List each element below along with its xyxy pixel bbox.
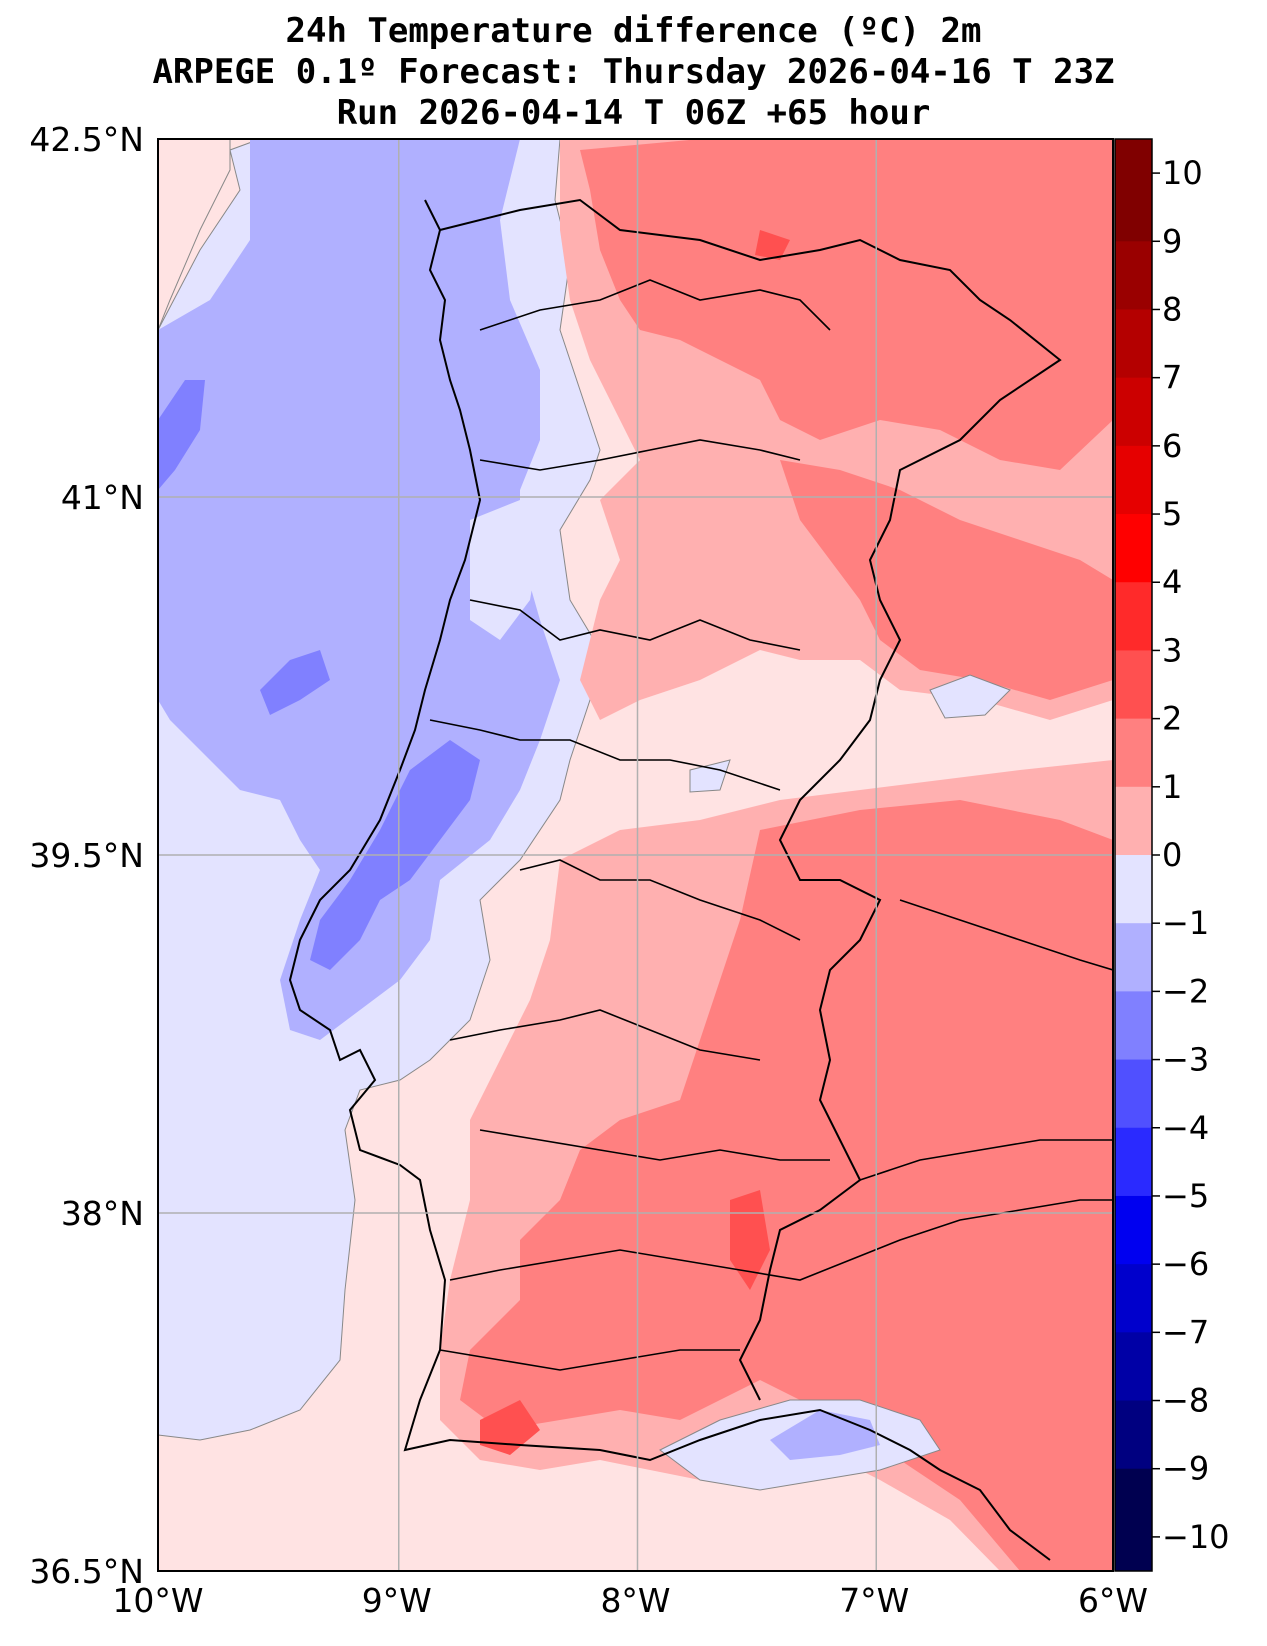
colorbar-tick-label: 6	[1162, 427, 1182, 465]
field-neg3-neg2-b	[260, 650, 330, 715]
field-3-4-a	[755, 230, 790, 260]
longitude-tick-label: 7°W	[839, 1581, 909, 1620]
colorbar-tick-label: −1	[1162, 904, 1209, 942]
field-neg1-0-interior-2	[689, 759, 731, 793]
longitude-tick-label: 9°W	[362, 1581, 432, 1620]
latitude-tick-label: 42.5°N	[29, 120, 144, 159]
colorbar-segment	[1115, 445, 1152, 515]
graticule	[158, 139, 1113, 1571]
colorbar-tick-label: −2	[1162, 972, 1209, 1010]
colorbar-tick-label: 8	[1162, 290, 1182, 328]
colorbar-segment	[1115, 1195, 1152, 1265]
field-2-3-north	[580, 139, 1113, 470]
colorbar-tick-label: −7	[1162, 1313, 1209, 1351]
colorbar-tick-label: 4	[1162, 563, 1182, 601]
colorbar-tick-label: −8	[1162, 1382, 1209, 1420]
colorbar-segment	[1115, 923, 1152, 992]
map-area	[158, 139, 1113, 1571]
colorbar-segment	[1115, 786, 1152, 856]
colorbar-segment	[1115, 377, 1152, 447]
colorbar-segment	[1115, 855, 1152, 924]
field-2-3-south	[460, 800, 1113, 1571]
colorbar-segment	[1115, 514, 1152, 583]
colorbar-tick-label: 7	[1162, 359, 1182, 397]
colorbar-tick-label: −5	[1162, 1177, 1209, 1215]
border-portugal-spain	[439, 198, 1062, 1401]
colorbar-segment	[1115, 1127, 1152, 1197]
field-3-4-c	[480, 1400, 540, 1455]
latitude-tick-labels: 42.5°N 41°N 39.5°N 38°N 36.5°N	[29, 120, 144, 1591]
colorbar-segment	[1115, 139, 1152, 174]
colorbar-segment	[1115, 991, 1152, 1061]
colorbar-tick-label: 3	[1162, 631, 1182, 669]
colorbar-segment	[1115, 582, 1152, 651]
latitude-tick-label: 38°N	[61, 1194, 144, 1233]
map-title-line-3: Run 2026-04-14 T 06Z +65 hour	[336, 93, 931, 133]
colorbar-tick-label: 0	[1162, 836, 1182, 874]
latitude-tick-label: 41°N	[61, 478, 144, 517]
colorbar-tick-label: −9	[1162, 1450, 1209, 1488]
colorbar-segment	[1115, 1332, 1152, 1402]
map-frame	[157, 138, 1114, 1572]
latitude-tick-label: 36.5°N	[29, 1552, 144, 1591]
longitude-tick-label: 8°W	[600, 1581, 670, 1620]
coastline	[288, 199, 1051, 1561]
colorbar-tick-label: 9	[1162, 222, 1182, 260]
colorbar-segment	[1115, 1536, 1152, 1572]
regional-borders	[429, 279, 1113, 1371]
colorbar-tick-label: 1	[1162, 768, 1182, 806]
colorbar-segment	[1115, 1264, 1152, 1333]
colorbar-segment	[1115, 650, 1152, 720]
field-2-3-center	[780, 460, 1113, 700]
map-title-line-2: ARPEGE 0.1º Forecast: Thursday 2026-04-1…	[152, 52, 1115, 92]
colorbar-tick-label: −10	[1162, 1518, 1230, 1556]
map-title-line-1: 24h Temperature difference (ºC) 2m	[285, 11, 982, 51]
colorbar-segment	[1115, 718, 1152, 788]
field-3-4-b	[730, 1190, 770, 1290]
colorbar-tick-label: 2	[1162, 700, 1182, 738]
colorbar-tick-label: −4	[1162, 1109, 1209, 1147]
colorbar-tick-label: −6	[1162, 1245, 1209, 1283]
longitude-tick-label: 6°W	[1078, 1581, 1148, 1620]
colorbar-segment	[1115, 173, 1152, 242]
colorbar-segment	[1115, 241, 1152, 310]
colorbar-tick-label: −3	[1162, 1041, 1209, 1079]
field-neg1-0-interior	[929, 674, 1011, 719]
field-neg3-neg2-a	[158, 380, 205, 490]
colorbar-segment	[1115, 1468, 1152, 1538]
colorbar-tick-label: 10	[1162, 154, 1203, 192]
colorbar-tick-label: 5	[1162, 495, 1182, 533]
colorbar-segment	[1115, 309, 1152, 379]
colorbar-segment	[1115, 1059, 1152, 1129]
field-0-1-west	[158, 139, 231, 331]
longitude-tick-label: 10°W	[112, 1581, 203, 1620]
longitude-tick-labels: 10°W 9°W 8°W 7°W 6°W	[112, 1581, 1148, 1620]
colorbar-segment	[1115, 1400, 1152, 1470]
field-neg2-neg1	[158, 139, 560, 1040]
field-neg1-0-coast	[470, 500, 540, 640]
latitude-tick-label: 39.5°N	[29, 836, 144, 875]
